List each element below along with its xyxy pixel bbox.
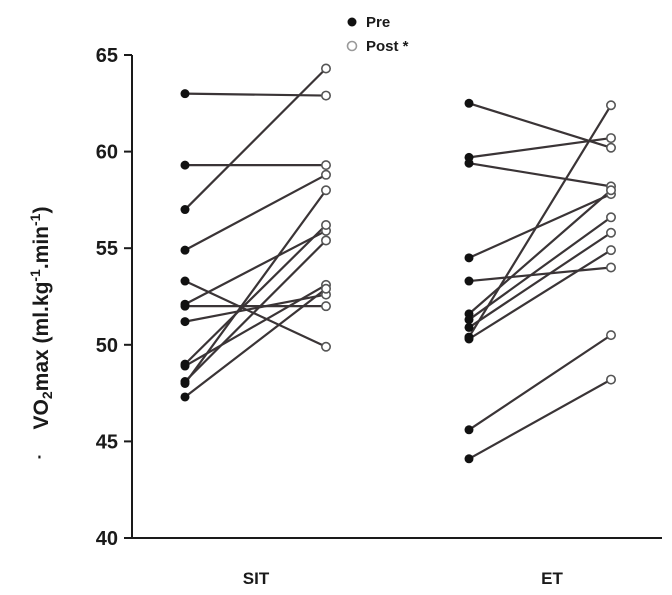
legend-pre-label: Pre — [366, 14, 390, 31]
post-point — [605, 185, 616, 196]
pair-line — [184, 92, 327, 97]
post-point — [320, 283, 331, 294]
pair-line — [468, 189, 612, 315]
pair-line — [468, 136, 612, 159]
pre-point — [180, 160, 190, 170]
post-point — [320, 90, 331, 101]
pair-line — [184, 189, 327, 385]
pre-point — [464, 158, 474, 168]
legend-post-label: Post * — [366, 38, 409, 55]
pre-point — [464, 454, 474, 464]
pair-line — [468, 193, 612, 259]
y-tick-label: 55 — [96, 238, 118, 260]
post-point — [320, 63, 331, 74]
y-tick-label: 60 — [96, 142, 118, 164]
post-point — [605, 262, 616, 273]
post-point — [605, 100, 616, 111]
pre-point — [464, 322, 474, 332]
pair-line — [468, 334, 612, 431]
pair-line — [184, 229, 327, 306]
pair-line — [184, 280, 327, 348]
pre-point — [464, 276, 474, 286]
pair-line — [468, 249, 612, 340]
y-label-dot: ˙ — [36, 454, 59, 461]
y-tick-label: 50 — [96, 335, 118, 357]
pair-line — [184, 239, 327, 383]
post-point — [320, 235, 331, 246]
pair-line — [468, 216, 612, 321]
y-label-v: V — [30, 415, 53, 429]
y-tick-label: 45 — [96, 431, 118, 453]
x-category-label: SIT — [243, 569, 270, 588]
legend-pre-marker — [347, 17, 357, 27]
pair-line — [184, 224, 327, 365]
y-ticks: 40 45 50 55 60 65 — [96, 45, 132, 550]
post-point — [320, 169, 331, 180]
x-categories: SIT ET — [243, 569, 564, 588]
post-point — [605, 330, 616, 341]
pair-line — [468, 162, 612, 188]
post-point — [320, 341, 331, 352]
x-category-label: ET — [541, 569, 563, 588]
pair-line — [184, 173, 327, 252]
pre-point — [180, 205, 190, 215]
y-label-units-open: (ml.kg — [30, 282, 53, 350]
pair-line — [184, 287, 327, 398]
pre-point — [180, 361, 190, 371]
y-label-units-mid: .min — [30, 226, 53, 269]
post-point — [320, 220, 331, 231]
pre-point — [180, 317, 190, 327]
pre-point — [180, 378, 190, 388]
y-tick-label: 65 — [96, 45, 118, 67]
pre-point — [464, 98, 474, 108]
legend: Pre Post * — [346, 14, 409, 55]
y-axis-label: VO2max (ml.kg-1.min-1) — [27, 207, 55, 430]
post-point — [605, 212, 616, 223]
pre-point — [464, 334, 474, 344]
post-point — [605, 142, 616, 153]
legend-post-marker — [346, 40, 358, 52]
y-label-sub: 2 — [39, 391, 55, 399]
y-label-max: max — [30, 349, 53, 391]
y-label-sup1: -1 — [27, 269, 43, 282]
post-point — [605, 245, 616, 256]
pre-point — [464, 315, 474, 325]
pair-line — [468, 266, 612, 283]
pre-point — [464, 253, 474, 263]
post-point — [605, 133, 616, 144]
data-pairs — [180, 63, 616, 464]
pre-point — [180, 301, 190, 311]
pre-point — [180, 392, 190, 402]
pair-line — [468, 378, 612, 460]
post-point — [320, 185, 331, 196]
pair-line — [184, 293, 327, 323]
pre-point — [180, 245, 190, 255]
pre-point — [180, 89, 190, 99]
pair-line — [468, 104, 612, 338]
y-label-sup2: -1 — [27, 213, 43, 226]
post-point — [320, 160, 331, 171]
y-label-o: O — [30, 399, 53, 415]
y-tick-label: 40 — [96, 528, 118, 550]
post-point — [605, 374, 616, 385]
post-point — [320, 301, 331, 312]
post-point — [605, 227, 616, 238]
pre-point — [464, 425, 474, 435]
pre-point — [180, 276, 190, 286]
pair-line — [468, 231, 612, 329]
y-label-units-close: ) — [30, 207, 53, 214]
pair-line — [184, 67, 327, 211]
